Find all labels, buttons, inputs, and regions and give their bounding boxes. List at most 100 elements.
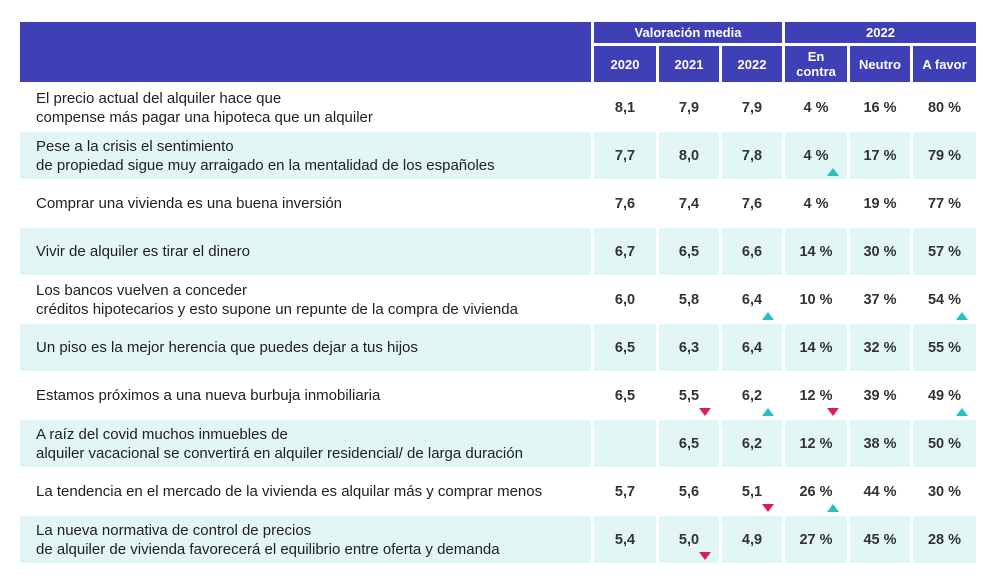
value-text: 5,1 <box>741 483 763 500</box>
trend-up-icon <box>956 408 968 416</box>
value-text: 30 % <box>927 483 962 500</box>
value-cell: 5,0 <box>659 516 719 563</box>
value-text: 57 % <box>927 243 962 260</box>
value-cell: 8,0 <box>659 132 719 179</box>
value-text: 6,4 <box>741 291 763 308</box>
value-cell: 6,5 <box>594 324 656 371</box>
value-text: 39 % <box>863 387 897 404</box>
value-cell: 7,6 <box>594 180 656 227</box>
header-a-favor: A favor <box>913 46 976 82</box>
value-cell: 39 % <box>850 372 910 419</box>
value-cell: 10 % <box>785 276 847 323</box>
value-cell: 30 % <box>850 228 910 275</box>
value-text: 5,5 <box>678 387 700 404</box>
value-text: 7,7 <box>614 147 636 164</box>
value-text: 14 % <box>799 243 833 260</box>
value-cell: 12 % <box>785 420 847 467</box>
value-text: 16 % <box>863 99 897 116</box>
row-label-line: alquiler vacacional se convertirá en alq… <box>36 444 523 462</box>
value-cell: 77 % <box>913 180 976 227</box>
trend-down-icon <box>827 408 839 416</box>
header-blank-cell <box>20 22 591 82</box>
value-cell: 6,5 <box>659 420 719 467</box>
value-cell: 6,4 <box>722 276 782 323</box>
value-text: 5,0 <box>678 531 700 548</box>
value-cell: 6,2 <box>722 372 782 419</box>
value-text: 79 % <box>927 147 962 164</box>
value-cell: 4 % <box>785 132 847 179</box>
trend-down-icon <box>762 504 774 512</box>
row-label-line: de propiedad sigue muy arraigado en la m… <box>36 156 495 174</box>
value-cell: 6,7 <box>594 228 656 275</box>
value-cell: 7,9 <box>659 84 719 131</box>
value-text: 77 % <box>927 195 962 212</box>
table-row: Comprar una vivienda es una buena invers… <box>20 180 976 227</box>
value-text: 6,4 <box>741 339 763 356</box>
value-text: 6,5 <box>678 435 700 452</box>
value-text: 6,6 <box>741 243 763 260</box>
value-cell: 49 % <box>913 372 976 419</box>
value-cell: 17 % <box>850 132 910 179</box>
value-text: 6,3 <box>678 339 700 356</box>
value-cell: 57 % <box>913 228 976 275</box>
row-label-line: La tendencia en el mercado de la viviend… <box>36 483 543 500</box>
value-cell: 7,6 <box>722 180 782 227</box>
value-text: 7,4 <box>678 195 700 212</box>
row-label-line: Comprar una vivienda es una buena invers… <box>36 195 343 212</box>
value-cell: 55 % <box>913 324 976 371</box>
table-row: Pese a la crisis el sentimiento de propie… <box>20 132 976 179</box>
value-cell: 6,3 <box>659 324 719 371</box>
value-text: 5,7 <box>614 483 636 500</box>
trend-up-icon <box>827 504 839 512</box>
value-cell: 54 % <box>913 276 976 323</box>
value-text: 7,6 <box>614 195 636 212</box>
value-cell: 30 % <box>913 468 976 515</box>
value-text: 7,6 <box>741 195 763 212</box>
row-label: Los bancos vuelven a conceder créditos hi… <box>20 276 591 323</box>
row-label-line: de alquiler de vivienda favorecerá el eq… <box>36 540 500 558</box>
value-cell: 16 % <box>850 84 910 131</box>
value-cell: 5,5 <box>659 372 719 419</box>
value-text: 4 % <box>803 147 829 164</box>
value-text: 37 % <box>863 291 897 308</box>
value-cell: 45 % <box>850 516 910 563</box>
value-cell: 6,5 <box>594 372 656 419</box>
row-label-line: Pese a la crisis el sentimiento <box>36 137 234 155</box>
value-text: 6,5 <box>678 243 700 260</box>
trend-up-icon <box>956 312 968 320</box>
row-label-line: Un piso es la mejor herencia que puedes … <box>36 339 418 356</box>
value-cell: 5,8 <box>659 276 719 323</box>
trend-up-icon <box>827 168 839 176</box>
value-text: 49 % <box>927 387 962 404</box>
row-label-line: Los bancos vuelven a conceder <box>36 281 247 299</box>
value-cell: 44 % <box>850 468 910 515</box>
table-row: Un piso es la mejor herencia que puedes … <box>20 324 976 371</box>
value-text: 26 % <box>799 483 833 500</box>
row-label-line: Estamos próximos a una nueva burbuja inm… <box>36 387 381 404</box>
row-label: La nueva normativa de control de precios… <box>20 516 591 563</box>
value-text: 14 % <box>799 339 833 356</box>
row-label: La tendencia en el mercado de la viviend… <box>20 468 591 515</box>
value-text: 12 % <box>799 387 833 404</box>
value-text: 6,2 <box>741 435 763 452</box>
table-row: Estamos próximos a una nueva burbuja inm… <box>20 372 976 419</box>
row-label-line: compense más pagar una hipoteca que un a… <box>36 108 373 126</box>
value-cell: 80 % <box>913 84 976 131</box>
value-cell: 6,4 <box>722 324 782 371</box>
trend-up-icon <box>762 408 774 416</box>
value-text: 6,5 <box>614 387 636 404</box>
value-cell: 12 % <box>785 372 847 419</box>
table-row: Los bancos vuelven a conceder créditos hi… <box>20 276 976 323</box>
table-row: La tendencia en el mercado de la viviend… <box>20 468 976 515</box>
value-text: 8,0 <box>678 147 700 164</box>
value-cell: 6,6 <box>722 228 782 275</box>
value-text: 32 % <box>863 339 897 356</box>
value-text: 12 % <box>799 435 833 452</box>
value-text: 4,9 <box>741 531 763 548</box>
header-en-contra: En contra <box>785 46 847 82</box>
value-cell: 5,6 <box>659 468 719 515</box>
value-cell: 4 % <box>785 84 847 131</box>
value-text: 7,8 <box>741 147 763 164</box>
value-cell: 7,9 <box>722 84 782 131</box>
value-text: 6,7 <box>614 243 636 260</box>
